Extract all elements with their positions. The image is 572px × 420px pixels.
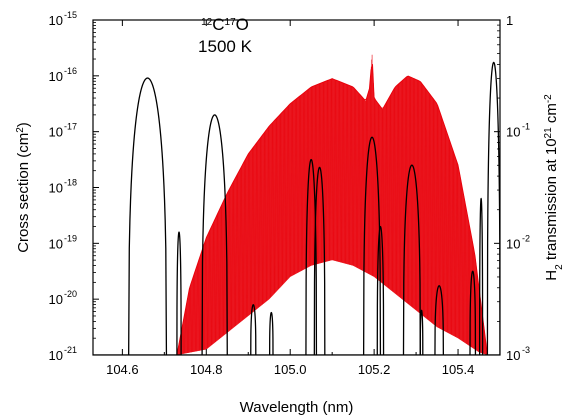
cross-section-series xyxy=(176,54,488,355)
y-right-tick-exponent: -3 xyxy=(522,345,530,355)
transmission-peak xyxy=(402,164,421,355)
y-left-tick-exponent: -16 xyxy=(64,66,77,76)
x-axis: 104.6 104.8 105.0 105.2 105.4 xyxy=(106,20,501,377)
y-right-tick-exponent: -2 xyxy=(522,233,530,243)
y-left-tick-exponent: -15 xyxy=(64,10,77,20)
y-axis-right: 10 -310 -210 -11 xyxy=(494,13,530,363)
h2-transmission-series xyxy=(93,61,500,355)
cross-section-line xyxy=(176,54,488,355)
y-left-tick-exponent: -19 xyxy=(64,233,77,243)
y-left-tick-exponent: -18 xyxy=(64,178,77,188)
y-left-tick-label: 10 xyxy=(49,348,63,363)
y-right-tick-exponent: -1 xyxy=(522,122,530,132)
y-right-tick-label: 10 xyxy=(506,348,520,363)
y-left-tick-label: 10 xyxy=(49,125,63,140)
y-left-tick-label: 10 xyxy=(49,292,63,307)
transmission-peak xyxy=(362,136,382,355)
y-right-tick-label: 1 xyxy=(506,13,513,28)
transmission-peak xyxy=(201,114,228,355)
transmission-peak xyxy=(376,225,385,355)
species-annotation: 12C17O 1500 K xyxy=(198,15,253,56)
x-tick-label: 105.4 xyxy=(442,362,475,377)
y-left-tick-exponent: -21 xyxy=(64,345,77,355)
y-axis-right-label: H2 transmission at 1021 cm-2 xyxy=(543,94,565,281)
transmission-peak xyxy=(486,61,500,355)
x-axis-label: Wavelength (nm) xyxy=(240,399,354,416)
x-tick-label: 104.8 xyxy=(190,362,223,377)
transmission-peak xyxy=(419,309,424,355)
transmission-peak xyxy=(479,197,484,355)
y-left-tick-label: 10 xyxy=(49,181,63,196)
transmission-peak xyxy=(128,77,168,355)
transmission-peak xyxy=(469,270,477,355)
y-right-tick-label: 10 xyxy=(506,125,520,140)
transmission-peak xyxy=(269,311,274,355)
annotation-line: 12C17O xyxy=(201,15,249,34)
y-left-tick-exponent: -20 xyxy=(64,289,77,299)
x-tick-label: 105.0 xyxy=(274,362,307,377)
y-left-tick-label: 10 xyxy=(49,13,63,28)
transmission-peak xyxy=(250,304,257,355)
transmission-peak xyxy=(305,158,318,355)
y-left-tick-label: 10 xyxy=(49,236,63,251)
y-left-tick-label: 10 xyxy=(49,69,63,84)
x-tick-label: 104.6 xyxy=(106,362,139,377)
y-left-tick-exponent: -17 xyxy=(64,122,77,132)
transmission-peak xyxy=(313,166,326,355)
y-right-tick-label: 10 xyxy=(506,236,520,251)
cross-section-envelope xyxy=(176,64,488,355)
transmission-peak xyxy=(176,231,182,355)
annotation-line: 1500 K xyxy=(198,37,253,56)
x-tick-label: 105.2 xyxy=(358,362,391,377)
transmission-peak xyxy=(434,285,445,355)
y-axis-left-label: Cross section (cm2) xyxy=(15,122,33,253)
